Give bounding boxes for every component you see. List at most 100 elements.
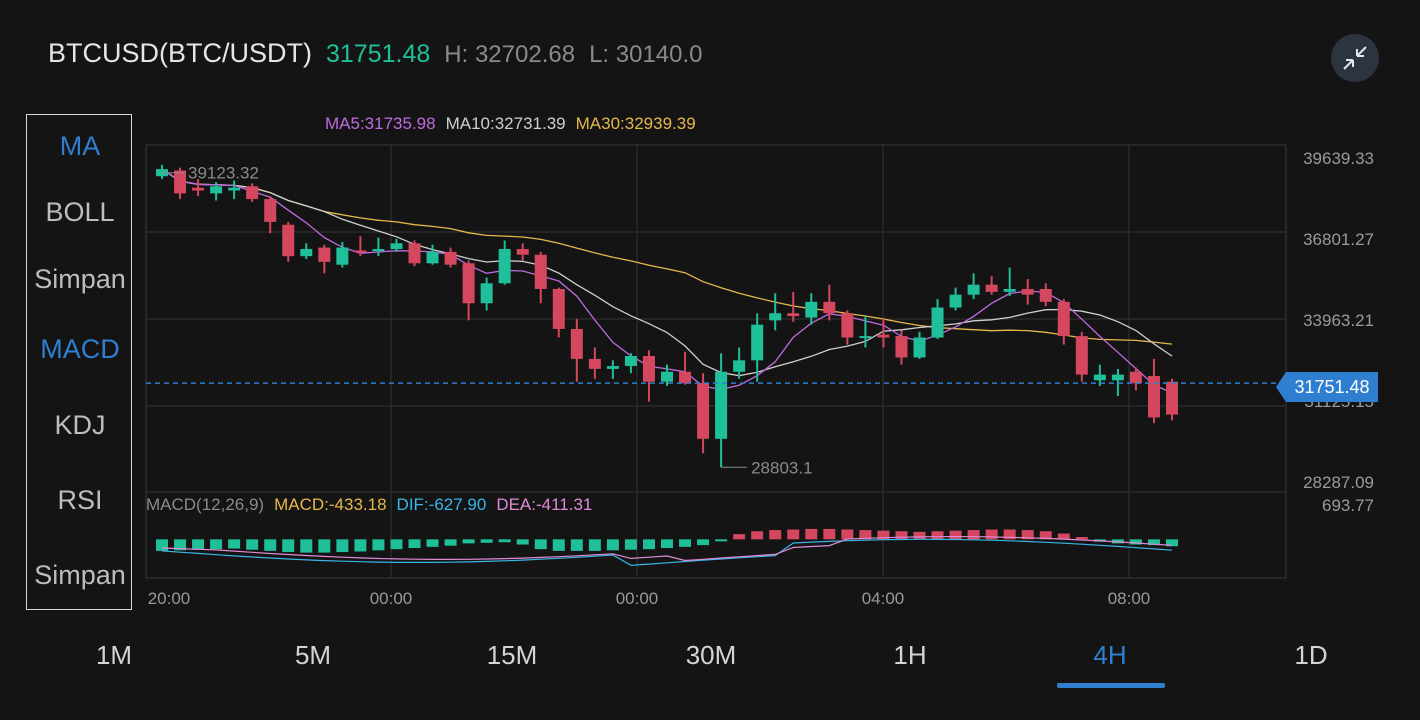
macd-histogram-bar xyxy=(408,539,421,548)
timeframe-30m[interactable]: 30M xyxy=(685,640,737,670)
current-price-tag: 31751.48 xyxy=(1276,372,1378,402)
indicator-panel: MA BOLL Simpan MACD KDJ RSI Simpan xyxy=(26,114,132,610)
macd-histogram-bar xyxy=(156,539,168,551)
indicator-rsi[interactable]: RSI xyxy=(57,485,103,515)
macd-histogram-bar xyxy=(1075,537,1088,540)
candle-body xyxy=(1093,374,1106,381)
macd-histogram-bar xyxy=(1147,539,1160,546)
macd-histogram-bar xyxy=(282,539,295,553)
candle-body xyxy=(498,249,511,284)
macd-histogram-bar xyxy=(642,539,655,550)
macd-histogram-bar xyxy=(877,530,890,540)
candle-body xyxy=(895,336,908,358)
time-axis-label: 00:00 xyxy=(370,589,413,608)
time-axis-label: 04:00 xyxy=(862,589,905,608)
macd-histogram-bar xyxy=(480,539,493,543)
candle-body xyxy=(787,313,800,317)
candle-body xyxy=(1111,374,1124,381)
candle-body xyxy=(1166,381,1178,415)
dif-value: DIF:-627.90 xyxy=(396,495,487,514)
timeframe-15m[interactable]: 15M xyxy=(486,640,538,670)
timeframe-bar: 1M 5M 15M 30M 1H 4H 1D xyxy=(0,636,1420,720)
macd-histogram-bar xyxy=(949,530,962,540)
indicator-ma[interactable]: MA xyxy=(59,131,101,161)
ticker-header: BTCUSD(BTC/USDT) 31751.48 H: 32702.68 L:… xyxy=(48,38,703,78)
candle-body xyxy=(480,283,493,304)
indicator-macd[interactable]: MACD xyxy=(40,334,120,364)
candle-body xyxy=(192,187,205,191)
candle-body xyxy=(715,371,728,439)
indicator-save-sub[interactable]: Simpan xyxy=(34,560,126,590)
last-price: 31751.48 xyxy=(326,40,431,68)
dea-line xyxy=(161,535,1173,562)
candle-body xyxy=(661,371,673,382)
macd-histogram-bar xyxy=(354,539,367,552)
macd-histogram-bar xyxy=(498,539,511,543)
timeframe-1d[interactable]: 1D xyxy=(1294,640,1328,670)
macd-histogram-bar xyxy=(841,529,854,540)
indicator-boll[interactable]: BOLL xyxy=(45,197,115,227)
ma10-line xyxy=(161,168,1173,377)
candle-body xyxy=(949,294,962,308)
candle-body xyxy=(336,247,349,265)
macd-histogram-bar xyxy=(913,531,926,540)
candle-body xyxy=(1003,288,1016,292)
ma10-value: MA10:32731.39 xyxy=(445,114,566,133)
indicator-save-main[interactable]: Simpan xyxy=(34,264,126,294)
macd-histogram-bar xyxy=(246,539,259,550)
candle-body xyxy=(733,360,746,372)
macd-histogram-bar xyxy=(516,539,529,545)
macd-histogram-bar xyxy=(210,539,223,550)
ma-legend: MA5:31735.98 MA10:32731.39 MA30:32939.39 xyxy=(325,114,696,134)
candle-body xyxy=(552,288,565,329)
macd-axis-label: 693.77 xyxy=(1322,496,1374,515)
candle-body xyxy=(354,250,367,253)
candle-body xyxy=(931,307,944,338)
macd-histogram-bar xyxy=(462,539,475,544)
macd-params: MACD(12,26,9) xyxy=(146,495,265,514)
candle-body xyxy=(264,199,277,222)
indicator-kdj[interactable]: KDJ xyxy=(54,410,106,440)
collapse-fullscreen-button[interactable] xyxy=(1331,34,1379,82)
timeframe-1m[interactable]: 1M xyxy=(95,640,133,670)
candle-body xyxy=(751,324,764,361)
macd-histogram-bar xyxy=(679,539,692,547)
candle-body xyxy=(805,301,818,318)
macd-histogram-bar xyxy=(769,530,782,540)
macd-histogram-bar xyxy=(588,539,601,551)
macd-histogram-bar xyxy=(552,539,565,551)
timeframe-4h[interactable]: 4H xyxy=(1093,640,1127,670)
macd-histogram-bar xyxy=(787,529,800,540)
candle-body xyxy=(174,170,187,194)
candle-body xyxy=(570,328,583,359)
candle-body xyxy=(1129,371,1142,384)
max-annotation: 39123.32 xyxy=(188,164,259,183)
candle-body xyxy=(246,186,259,200)
macd-histogram-bar xyxy=(751,531,764,540)
candlestick-chart[interactable]: 39639.3336801.2733963.2131125.1528287.09… xyxy=(0,0,1420,636)
timeframe-1h[interactable]: 1H xyxy=(893,640,927,670)
macd-histogram-bar xyxy=(534,539,547,550)
candle-body xyxy=(859,336,872,339)
macd-value: MACD:-433.18 xyxy=(274,495,387,514)
macd-histogram-bar xyxy=(1039,531,1052,540)
candle-body xyxy=(913,337,926,358)
macd-histogram-bar xyxy=(985,529,998,540)
macd-histogram-bar xyxy=(318,539,331,553)
macd-legend: MACD(12,26,9) MACD:-433.18 DIF:-627.90 D… xyxy=(146,495,592,515)
macd-histogram-bar xyxy=(1129,539,1142,545)
macd-histogram-bar xyxy=(390,539,403,550)
candle-body xyxy=(823,301,836,314)
candle-body xyxy=(462,263,475,304)
price-axis-label: 33963.21 xyxy=(1303,311,1374,330)
candle-body xyxy=(769,313,782,321)
macd-layer xyxy=(156,528,1178,566)
macd-histogram-bar xyxy=(1003,529,1016,540)
macd-histogram-bar xyxy=(715,539,728,542)
moving-average-lines xyxy=(161,168,1173,394)
symbol-label: BTCUSD(BTC/USDT) xyxy=(48,38,312,68)
timeframe-5m[interactable]: 5M xyxy=(294,640,332,670)
low-value: L: 30140.0 xyxy=(589,41,703,68)
macd-histogram-bar xyxy=(426,539,439,547)
macd-histogram-bar xyxy=(823,528,836,540)
